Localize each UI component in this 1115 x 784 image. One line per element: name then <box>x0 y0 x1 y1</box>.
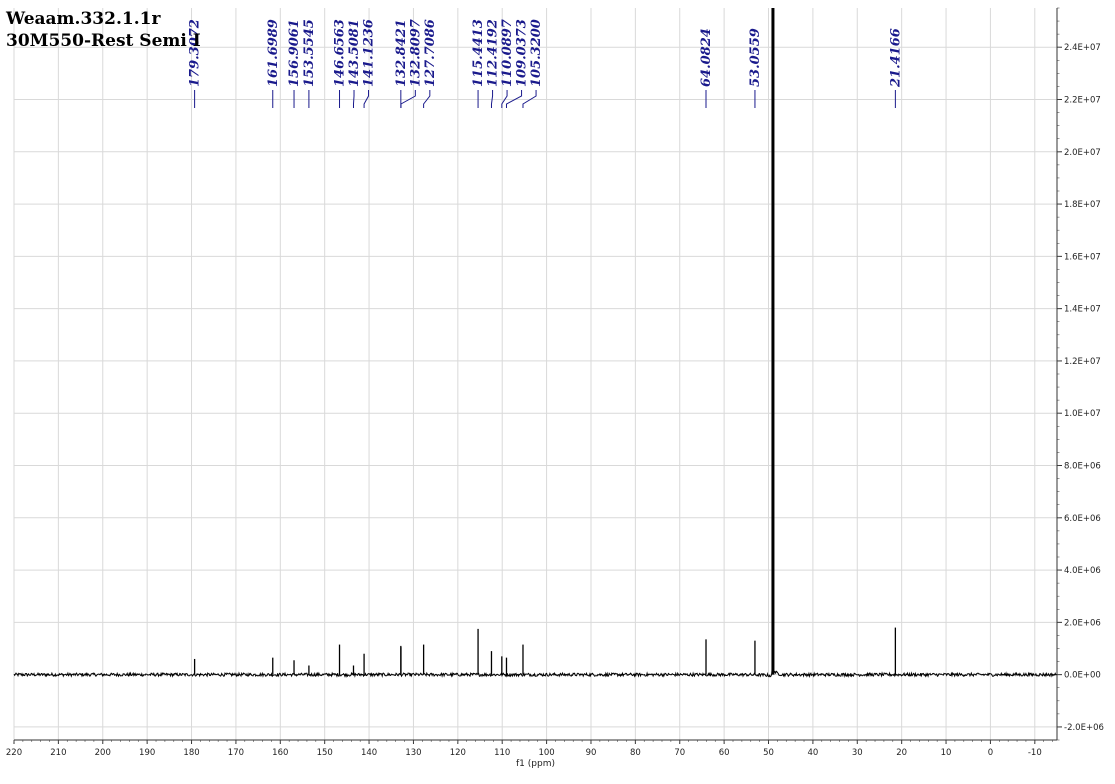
x-tick-label: 210 <box>50 748 66 758</box>
x-axis-label: f1 (ppm) <box>516 759 555 769</box>
peak-label: 109.0373 <box>515 19 530 87</box>
peak-labels: 179.3072 161.6989 156.9061 153.5545 146.6563… <box>188 19 903 108</box>
y-tick-label: 2.0E+07 <box>1064 148 1101 158</box>
peak-label: 115.4413 <box>471 19 486 87</box>
peak-label: 161.6989 <box>266 19 281 87</box>
x-tick-label: 100 <box>538 748 554 758</box>
peak-label: 112.4192 <box>486 19 501 87</box>
x-tick-label: 20 <box>896 748 907 758</box>
x-tick-label: 10 <box>941 748 952 758</box>
y-tick-label: 1.8E+07 <box>1064 200 1101 210</box>
y-tick-label: 1.6E+07 <box>1064 252 1101 262</box>
peak-markers <box>193 8 897 675</box>
y-tick-label: 0.0E+00 <box>1064 671 1101 681</box>
y-tick-label: 6.0E+06 <box>1064 514 1101 524</box>
peak-leader-line <box>352 90 355 108</box>
x-tick-label: 140 <box>361 748 377 758</box>
x-tick-label: 50 <box>763 748 774 758</box>
peak-label: 143.5081 <box>347 19 362 87</box>
y-tick-label: -2.0E+06 <box>1064 723 1104 733</box>
peak-leader-line <box>501 90 508 108</box>
y-tick-label: 8.0E+06 <box>1064 462 1101 472</box>
title-line-1: Weaam.332.1.1r <box>5 9 161 29</box>
x-tick-label: 180 <box>183 748 199 758</box>
x-tick-label: 80 <box>630 748 641 758</box>
peak-label: 21.4166 <box>888 28 903 88</box>
x-tick-label: 170 <box>228 748 244 758</box>
peak-leader-line <box>490 90 494 108</box>
peak-leader-line <box>363 90 370 108</box>
x-tick-label: 200 <box>95 748 111 758</box>
x-tick-label: 40 <box>807 748 818 758</box>
peak-label: 132.8097 <box>408 19 423 87</box>
peak-leader-line <box>423 90 431 108</box>
x-tick-label: 150 <box>317 748 333 758</box>
x-tick-label: 130 <box>405 748 421 758</box>
peak-label: 141.1236 <box>362 19 377 87</box>
x-tick-label: 220 <box>6 748 22 758</box>
y-tick-label: 1.0E+07 <box>1064 409 1101 419</box>
y-tick-label: 2.0E+06 <box>1064 618 1101 628</box>
y-tick-label: 4.0E+06 <box>1064 566 1101 576</box>
x-tick-label: -10 <box>1028 748 1042 758</box>
x-tick-label: 60 <box>719 748 730 758</box>
peak-label: 110.0897 <box>500 19 515 87</box>
peak-label: 105.3200 <box>529 19 544 87</box>
peak-label: 53.0559 <box>748 28 763 87</box>
peak-label: 146.6563 <box>333 19 348 87</box>
peak-label: 153.5545 <box>302 19 317 87</box>
x-tick-label: 70 <box>674 748 685 758</box>
x-tick-label: 120 <box>450 748 466 758</box>
peak-label: 64.0824 <box>699 28 714 87</box>
peak-leader-line <box>505 90 523 108</box>
peak-leader-line <box>522 90 537 108</box>
peak-leader-line <box>400 90 416 108</box>
y-tick-label: 1.4E+07 <box>1064 305 1101 315</box>
x-tick-label: 110 <box>494 748 510 758</box>
x-tick-label: 30 <box>852 748 863 758</box>
x-tick-label: 190 <box>139 748 155 758</box>
x-tick-label: 160 <box>272 748 288 758</box>
x-tick-label: 0 <box>988 748 993 758</box>
peak-label: 132.8421 <box>394 19 409 87</box>
spectrum-trace <box>13 666 1057 679</box>
axes: 220 210 200 190 180 170 160 150 140 130 120 110 100 9… <box>6 7 1104 758</box>
y-tick-label: 2.4E+07 <box>1064 43 1101 53</box>
y-tick-label: 1.2E+07 <box>1064 357 1101 367</box>
grid <box>13 8 1057 740</box>
peak-label: 179.3072 <box>188 19 203 87</box>
title-line-2: 30M550-Rest Semi I <box>6 31 201 51</box>
spectrum <box>13 666 1057 679</box>
peak-label: 156.9061 <box>287 19 302 87</box>
y-tick-label: 2.2E+07 <box>1064 96 1101 106</box>
x-tick-label: 90 <box>586 748 597 758</box>
peak-label: 127.7086 <box>423 19 438 87</box>
